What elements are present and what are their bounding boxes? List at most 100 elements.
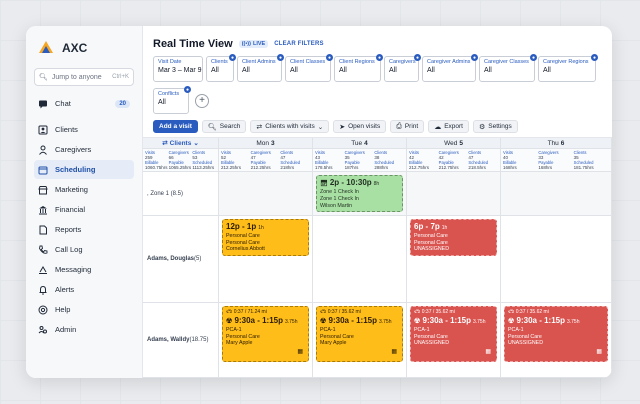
filter-caregivers[interactable]: ● Caregivers All (384, 54, 421, 82)
swap-icon: ⇄ (256, 123, 263, 131)
schedule-cell[interactable] (313, 216, 407, 302)
calendar-icon[interactable]: ▦ (485, 349, 491, 356)
logo[interactable]: AXC (34, 38, 134, 68)
filter-pin-icon: ● (471, 54, 478, 61)
filter-client-classes[interactable]: ● Client Classes All (285, 54, 333, 82)
sidebar-item-call-log[interactable]: Call Log (34, 240, 134, 259)
print-icon: ⎙ (396, 122, 402, 130)
schedule-cell[interactable] (501, 172, 612, 216)
stat-value: 1065.25hrs (168, 165, 192, 171)
stats-cell: Visits Caregivers Clients 42 42 47 Billable Pay… (407, 149, 501, 172)
filter-bar: Visit Date Mar 3 – Mar 9 ● Clients All ●… (143, 54, 612, 84)
export-button[interactable]: ☁ Export (428, 120, 469, 133)
filter-client-regions[interactable]: ● Client Regions All (334, 54, 383, 82)
search-button[interactable]: 🔍︎ Search (201, 120, 247, 133)
schedule-cell[interactable] (219, 172, 313, 216)
stat-label: Payable (538, 160, 554, 166)
page-header: Real Time View ((•)) LIVE CLEAR FILTERS (143, 26, 612, 54)
sidebar-item-financial[interactable]: Financial (34, 200, 134, 219)
sidebar-item-reports[interactable]: Reports (34, 220, 134, 239)
print-button[interactable]: ⎙ Print (390, 120, 425, 133)
sidebar-item-clients[interactable]: Clients (34, 120, 134, 139)
schedule-cell[interactable]: 🚗︎ 0:37 / 35.62 mi ☢ 9:30a - 1:15p 3.75h … (313, 302, 407, 377)
visit-card[interactable]: 📅︎ 2p - 10:30p 8h Zone 1 Check In Zone 1 … (316, 175, 403, 213)
schedule-cell[interactable]: 📅︎ 2p - 10:30p 8h Zone 1 Check In Zone 1 … (313, 172, 407, 216)
stat-value: 42 (409, 155, 415, 161)
calendar-icon[interactable]: ▦ (391, 349, 397, 356)
filter-client-admins[interactable]: ● Client Admins All (237, 54, 284, 82)
group-by-dropdown[interactable]: ⇄ Clients ⌄ (143, 138, 219, 149)
gear-icon: ⚙ (479, 123, 486, 131)
settings-button[interactable]: ⚙ Settings (473, 120, 518, 133)
stats-row: Visits Caregivers Clients 259 66 53 Billable Pa… (143, 149, 612, 173)
sidebar-item-messaging[interactable]: Messaging (34, 260, 134, 279)
stat-label: Visits (409, 150, 419, 156)
sidebar-item-help[interactable]: Help (34, 300, 134, 319)
sidebar-item-label: Messaging (55, 265, 92, 274)
schedule-cell[interactable] (501, 216, 612, 302)
stat-label: Payable (250, 160, 266, 166)
clock-icon: 📅︎ (320, 181, 328, 188)
sidebar-item-caregivers[interactable]: Caregivers (34, 140, 134, 159)
filter-caregiver-admins[interactable]: ● Caregiver Admins All (422, 54, 478, 82)
filter-caregiver-classes[interactable]: ● Caregiver Classes All (479, 54, 537, 82)
stat-value: 218hrs (280, 165, 295, 171)
sidebar-item-marketing[interactable]: Marketing (34, 180, 134, 199)
clear-filters-link[interactable]: CLEAR FILTERS (274, 41, 324, 47)
schedule-cell[interactable]: 🚗︎ 0:37 / 35.62 mi ☢ 9:30a - 1:15p 3.75h … (501, 302, 612, 377)
visit-card[interactable]: 6p - 7p 1h Personal Care Personal Care UN… (410, 219, 497, 256)
sidebar-item-alerts[interactable]: Alerts (34, 280, 134, 299)
row-label: , Zone 1 (8.5) (143, 172, 219, 216)
stat-value: 38 (374, 155, 380, 161)
stat-label: Visits (145, 150, 155, 156)
filter-pin-icon: ● (591, 54, 598, 61)
car-icon: 🚗︎ (414, 308, 421, 315)
calendar-icon[interactable]: ▦ (596, 349, 602, 356)
stat-label: Billable (145, 160, 159, 166)
add-filter-button[interactable]: + (195, 94, 209, 108)
schedule-cell[interactable] (407, 172, 501, 216)
filter-conflicts[interactable]: ● Conflicts All (153, 86, 191, 114)
app-name: AXC (62, 41, 88, 55)
stat-label: Caregivers (438, 150, 459, 156)
jump-search-input[interactable]: 🔍︎ Jump to anyone Ctrl+K (34, 68, 134, 86)
visit-card[interactable]: 🚗︎ 0:37 / 71.24 mi ☢ 9:30a - 1:15p 3.75h … (222, 305, 309, 362)
add-visit-button[interactable]: Add a visit (153, 120, 198, 133)
visit-card[interactable]: 🚗︎ 0:37 / 35.62 mi ☢ 9:30a - 1:15p 3.75h … (410, 305, 497, 362)
sidebar-item-scheduling[interactable]: Scheduling (34, 160, 134, 179)
filter-pin-icon: ● (376, 54, 383, 61)
calendar-icon[interactable]: ▦ (297, 349, 303, 356)
open-visits-button[interactable]: ➤ Open visits (333, 120, 387, 133)
stats-cell: Visits Caregivers Clients 40 33 35 Billable Pay… (501, 149, 612, 172)
filter-visit-date[interactable]: Visit Date Mar 3 – Mar 9 (153, 56, 203, 82)
stats-cell: Visits Caregivers Clients 43 35 38 Billable Pay… (313, 149, 407, 172)
schedule-cell[interactable]: 🚗︎ 0:37 / 71.24 mi ☢ 9:30a - 1:15p 3.75h … (219, 302, 313, 377)
clients-with-visits-dropdown[interactable]: ⇄ Clients with visits ⌄ (250, 120, 330, 133)
visit-card[interactable]: 🚗︎ 0:37 / 35.62 mi ☢ 9:30a - 1:15p 3.75h … (504, 305, 608, 362)
car-icon: 🚗︎ (226, 308, 233, 315)
sidebar-item-label: Financial (55, 205, 86, 214)
cloud-upload-icon: ☁ (434, 123, 442, 131)
sidebar-item-chat[interactable]: Chat 20 (34, 94, 134, 113)
app-window: AXC 🔍︎ Jump to anyone Ctrl+K Chat 20 Cli… (26, 26, 612, 378)
schedule-cell[interactable]: 12p - 1p 1h Personal Care Personal Care C… (219, 216, 313, 302)
stat-label: Billable (503, 160, 517, 166)
filter-clients[interactable]: ● Clients All (206, 54, 236, 82)
visit-card[interactable]: 🚗︎ 0:37 / 35.62 mi ☢ 9:30a - 1:15p 3.75h … (316, 305, 403, 362)
chevron-down-icon: ⌄ (317, 123, 324, 131)
sidebar-item-admin[interactable]: Admin (34, 320, 134, 339)
stat-label: Clients (468, 150, 482, 156)
schedule-cell[interactable]: 6p - 7p 1h Personal Care Personal Care UN… (407, 216, 501, 302)
calendar-icon (38, 165, 48, 175)
sidebar-item-label: Admin (55, 325, 77, 334)
stat-value: 33 (538, 155, 544, 161)
schedule-cell[interactable]: 🚗︎ 0:37 / 35.62 mi ☢ 9:30a - 1:15p 3.75h … (407, 302, 501, 377)
visit-card[interactable]: 12p - 1p 1h Personal Care Personal Care C… (222, 219, 309, 256)
stat-value: 1113.25hrs (192, 165, 215, 171)
stat-value: 47 (250, 155, 256, 161)
search-icon: 🔍︎ (39, 74, 48, 81)
filter-caregiver-regions[interactable]: ● Caregiver Regions All (538, 54, 598, 82)
stat-label: Clients (280, 150, 294, 156)
stat-label: Caregivers (344, 150, 365, 156)
stat-value: 52 (221, 155, 227, 161)
